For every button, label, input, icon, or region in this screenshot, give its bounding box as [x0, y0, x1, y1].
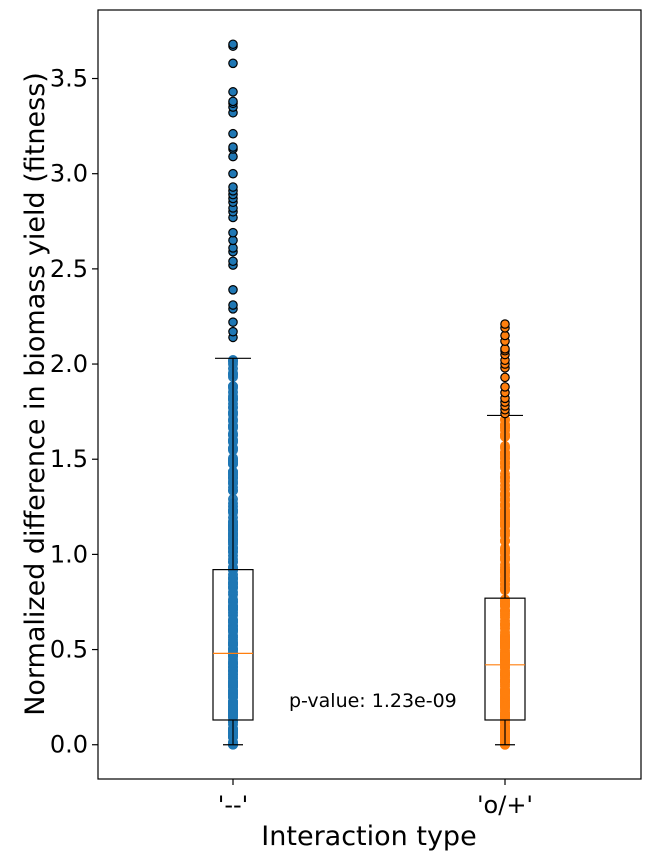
data-point — [499, 701, 510, 712]
outlier-point — [228, 87, 238, 97]
outlier-point — [228, 227, 238, 238]
data-point — [499, 651, 510, 662]
y-tick-label: 2.0 — [50, 350, 88, 378]
plot-content — [212, 39, 526, 750]
outlier-point — [228, 326, 238, 337]
y-tick-label: 1.5 — [50, 445, 88, 473]
outlier-point — [500, 319, 510, 329]
outlier-point — [228, 96, 238, 107]
data-point — [227, 569, 238, 580]
outlier-point — [228, 142, 238, 152]
outlier-point — [500, 372, 510, 383]
outlier-point — [228, 39, 238, 50]
data-point — [227, 601, 238, 612]
y-tick-label: 3.5 — [50, 65, 88, 93]
y-tick-label: 3.0 — [50, 160, 88, 188]
y-tick-label: 2.5 — [50, 255, 88, 283]
outlier-point — [228, 168, 238, 179]
y-tick-label: 0.5 — [50, 636, 88, 664]
data-point — [227, 692, 238, 703]
y-axis-label: Normalized difference in biomass yield (… — [20, 72, 51, 716]
x-tick-label: '--' — [218, 791, 249, 819]
data-point — [227, 658, 238, 669]
outlier-point — [228, 285, 238, 295]
data-point — [499, 619, 510, 630]
data-point — [227, 625, 238, 636]
y-tick-label: 0.0 — [50, 731, 88, 759]
x-axis-label: Interaction type — [261, 821, 476, 852]
data-point — [227, 614, 238, 625]
x-axis: '--' 'o/+' — [218, 779, 533, 819]
outlier-point — [228, 256, 238, 267]
data-point — [499, 600, 510, 611]
outlier-point — [500, 382, 510, 392]
x-tick-label: 'o/+' — [477, 791, 533, 819]
data-point — [227, 644, 238, 655]
data-point — [227, 710, 238, 721]
outlier-point — [228, 128, 238, 139]
plot-frame — [97, 9, 642, 780]
p-value-annotation: p-value: 1.23e-09 — [289, 690, 457, 712]
outlier-point — [228, 182, 238, 192]
outlier-point — [228, 300, 238, 310]
y-tick-label: 1.0 — [50, 540, 88, 568]
data-point — [227, 587, 238, 598]
outlier-point — [228, 58, 238, 69]
outlier-point — [228, 317, 238, 327]
data-point — [499, 688, 510, 699]
data-point — [227, 676, 238, 687]
y-axis: 0.0 0.5 1.0 1.5 2.0 2.5 3.0 3.5 — [50, 65, 98, 759]
